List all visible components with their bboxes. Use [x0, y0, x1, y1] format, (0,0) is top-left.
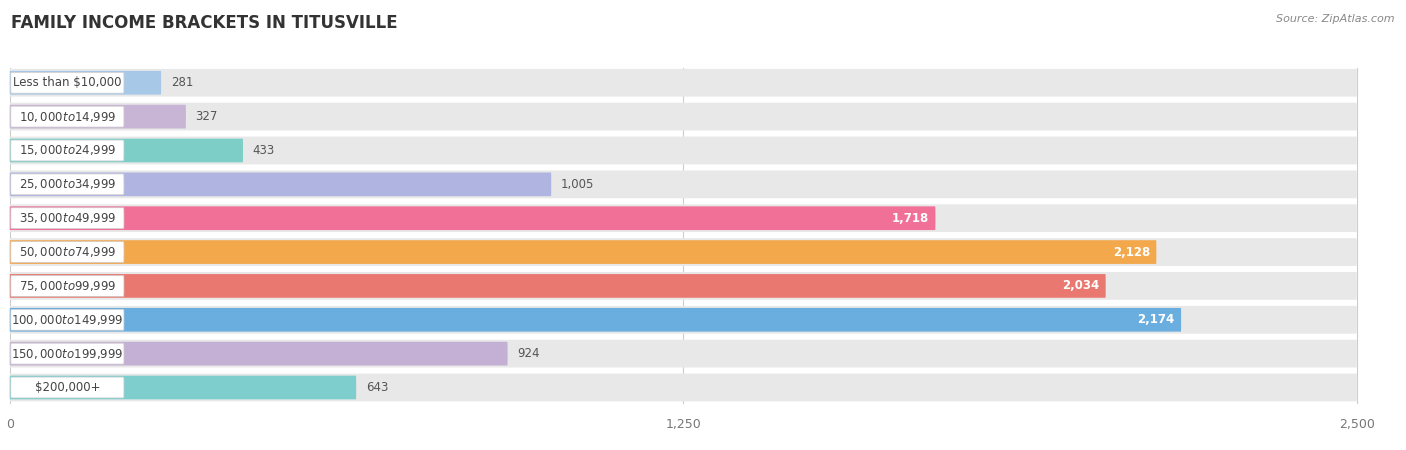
- FancyBboxPatch shape: [11, 309, 124, 330]
- FancyBboxPatch shape: [10, 105, 186, 128]
- Text: FAMILY INCOME BRACKETS IN TITUSVILLE: FAMILY INCOME BRACKETS IN TITUSVILLE: [11, 14, 398, 32]
- FancyBboxPatch shape: [11, 174, 124, 195]
- FancyBboxPatch shape: [11, 140, 124, 161]
- FancyBboxPatch shape: [10, 103, 1357, 130]
- FancyBboxPatch shape: [10, 207, 935, 230]
- Text: $25,000 to $34,999: $25,000 to $34,999: [18, 177, 117, 191]
- FancyBboxPatch shape: [10, 71, 162, 94]
- Text: 643: 643: [366, 381, 388, 394]
- Text: $50,000 to $74,999: $50,000 to $74,999: [18, 245, 117, 259]
- FancyBboxPatch shape: [10, 171, 1357, 198]
- FancyBboxPatch shape: [10, 308, 1181, 332]
- Text: 2,034: 2,034: [1062, 279, 1099, 292]
- Text: $75,000 to $99,999: $75,000 to $99,999: [18, 279, 117, 293]
- FancyBboxPatch shape: [10, 139, 243, 162]
- Text: $15,000 to $24,999: $15,000 to $24,999: [18, 144, 117, 158]
- FancyBboxPatch shape: [11, 343, 124, 364]
- FancyBboxPatch shape: [10, 374, 1357, 401]
- FancyBboxPatch shape: [11, 377, 124, 398]
- Text: $35,000 to $49,999: $35,000 to $49,999: [18, 211, 117, 225]
- FancyBboxPatch shape: [11, 72, 124, 93]
- FancyBboxPatch shape: [11, 106, 124, 127]
- FancyBboxPatch shape: [10, 204, 1357, 232]
- FancyBboxPatch shape: [10, 172, 551, 196]
- Text: Less than $10,000: Less than $10,000: [13, 76, 122, 89]
- Text: 1,005: 1,005: [561, 178, 595, 191]
- Text: $200,000+: $200,000+: [35, 381, 100, 394]
- FancyBboxPatch shape: [10, 240, 1156, 264]
- FancyBboxPatch shape: [10, 137, 1357, 164]
- Text: 924: 924: [517, 347, 540, 360]
- FancyBboxPatch shape: [11, 275, 124, 297]
- Text: 433: 433: [253, 144, 276, 157]
- Text: 327: 327: [195, 110, 218, 123]
- FancyBboxPatch shape: [10, 342, 508, 365]
- FancyBboxPatch shape: [10, 274, 1105, 298]
- FancyBboxPatch shape: [10, 69, 1357, 97]
- FancyBboxPatch shape: [10, 376, 356, 399]
- Text: 2,174: 2,174: [1137, 313, 1174, 326]
- Text: 1,718: 1,718: [891, 212, 929, 225]
- Text: $10,000 to $14,999: $10,000 to $14,999: [18, 110, 117, 124]
- Text: $150,000 to $199,999: $150,000 to $199,999: [11, 346, 124, 360]
- Text: 281: 281: [172, 76, 193, 89]
- FancyBboxPatch shape: [10, 306, 1357, 333]
- FancyBboxPatch shape: [10, 340, 1357, 368]
- FancyBboxPatch shape: [10, 238, 1357, 266]
- FancyBboxPatch shape: [10, 272, 1357, 300]
- FancyBboxPatch shape: [11, 208, 124, 229]
- Text: 2,128: 2,128: [1112, 246, 1150, 259]
- FancyBboxPatch shape: [11, 242, 124, 262]
- Text: $100,000 to $149,999: $100,000 to $149,999: [11, 313, 124, 327]
- Text: Source: ZipAtlas.com: Source: ZipAtlas.com: [1277, 14, 1395, 23]
